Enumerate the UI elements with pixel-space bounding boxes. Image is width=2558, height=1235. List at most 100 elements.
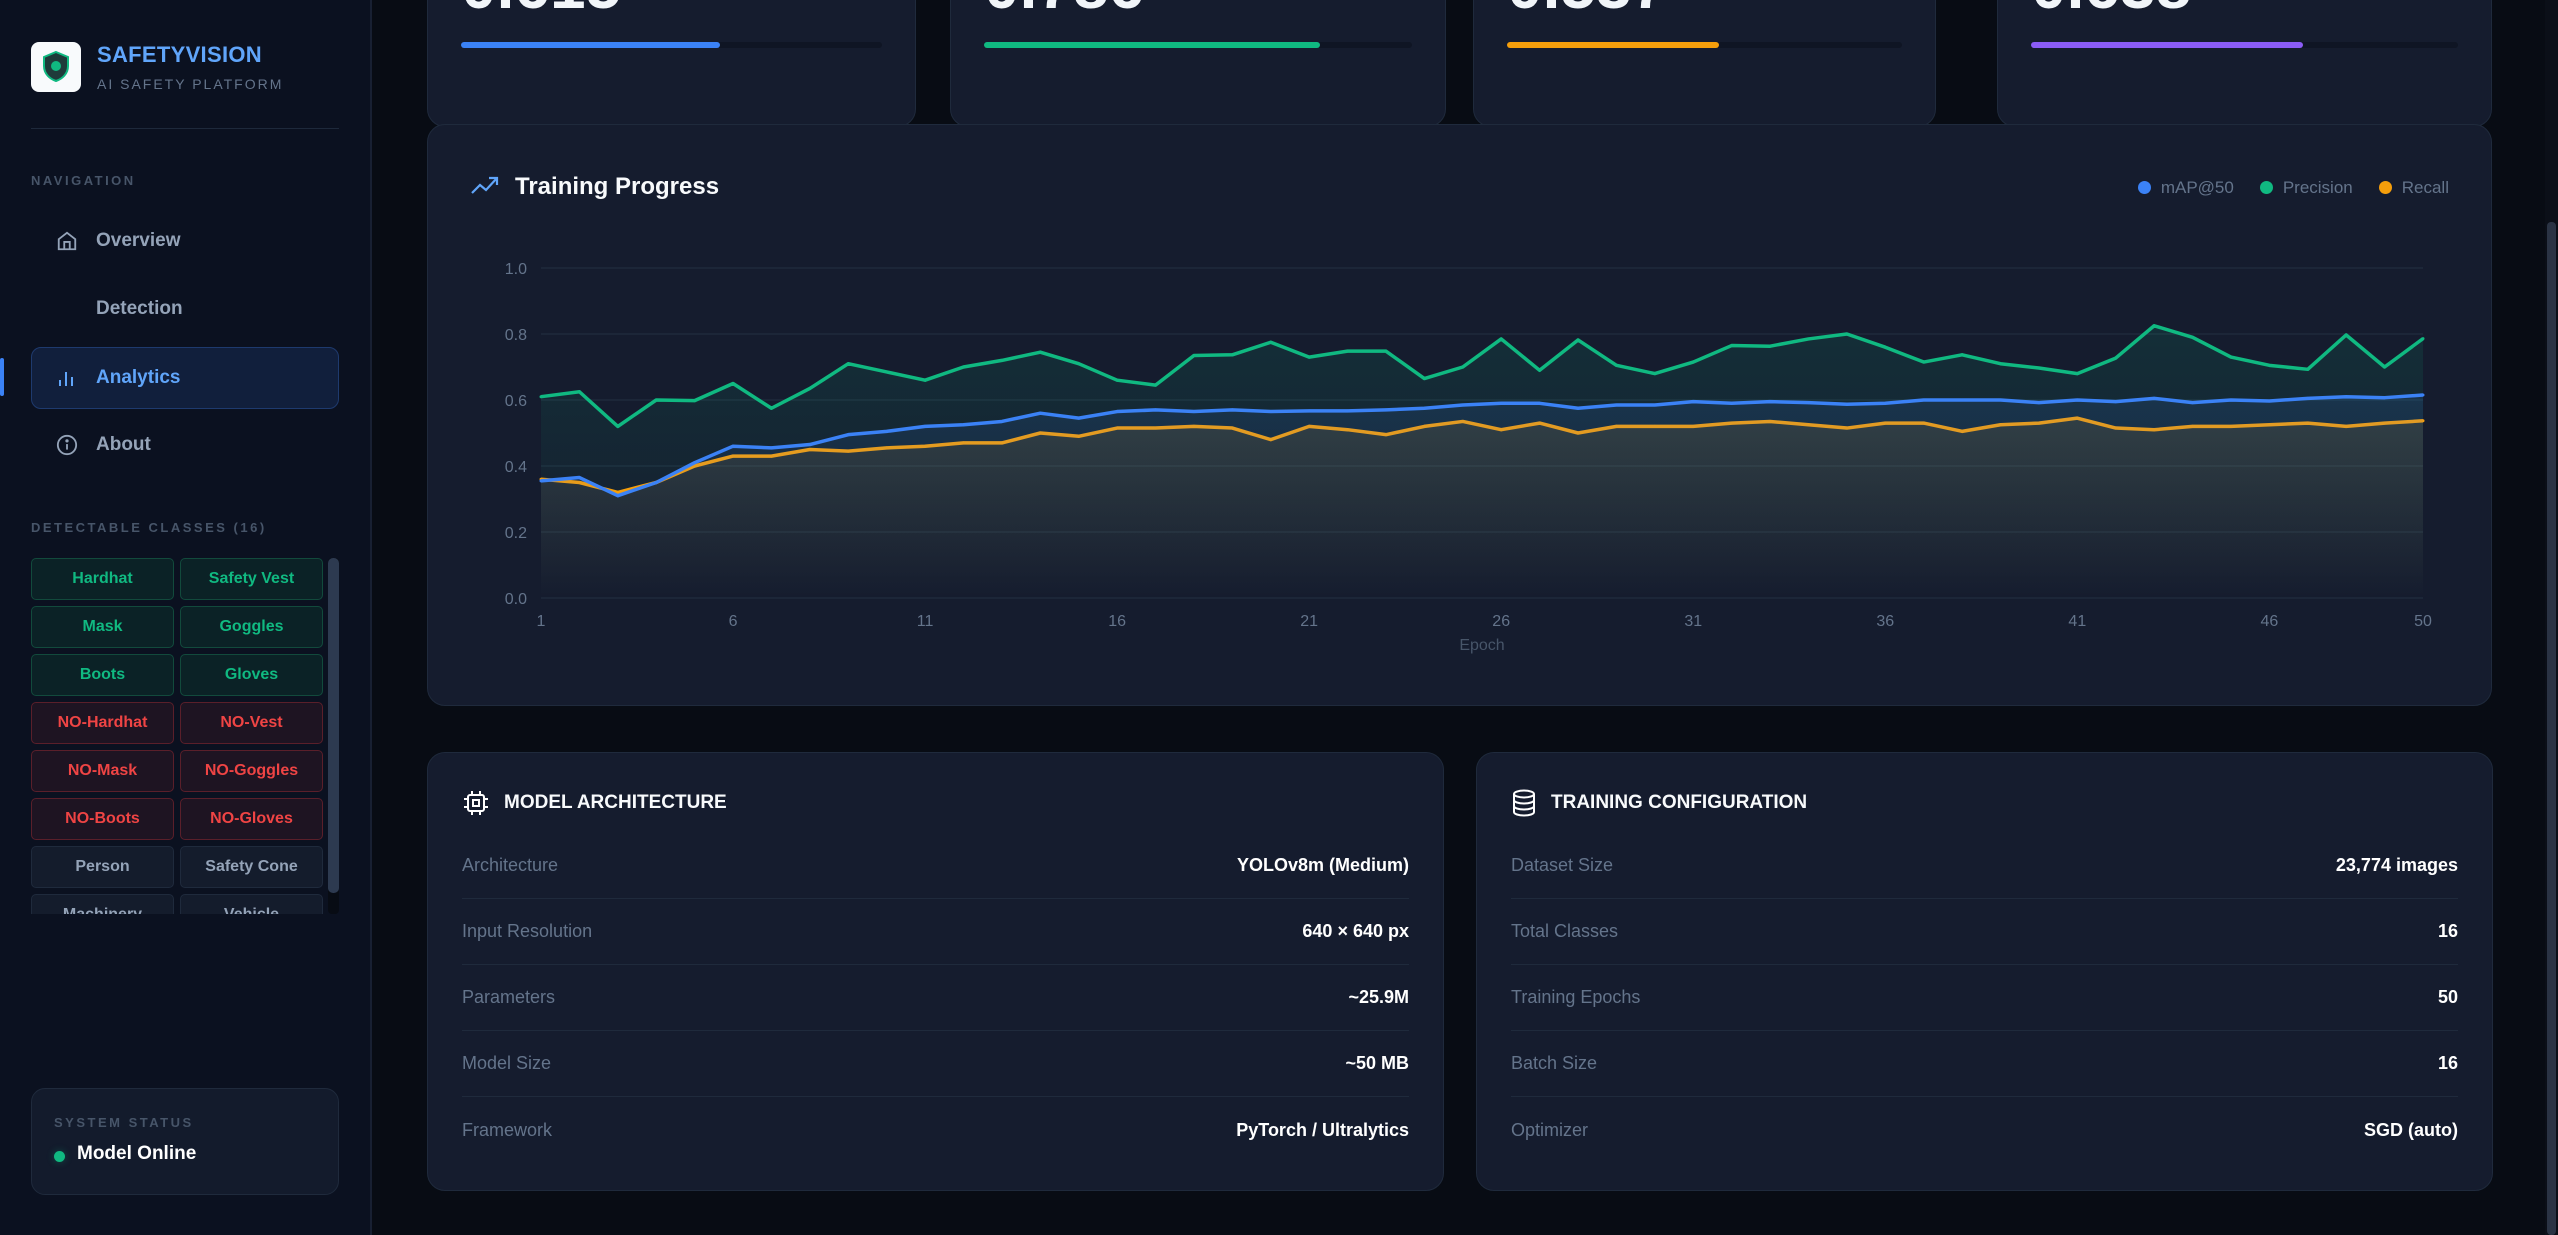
class-chip[interactable]: NO-Goggles: [180, 750, 323, 792]
metric-value: 0.537: [1507, 0, 1667, 23]
row-value: 16: [2437, 921, 2458, 941]
class-chip[interactable]: Goggles: [180, 606, 323, 648]
data-point: [1461, 403, 1465, 407]
data-point: [1614, 363, 1618, 367]
page-scrollbar[interactable]: [2545, 0, 2558, 1235]
metric-progress-bar: [1507, 42, 1902, 48]
info-row: Parameters ~25.9M: [462, 965, 1409, 1031]
data-point: [1346, 409, 1350, 413]
training-chart: 0.00.20.40.60.81.01 6 11 16 21 26 31 36 41 46 50Ep…: [505, 261, 2432, 654]
data-point: [885, 370, 889, 374]
data-point: [616, 494, 620, 498]
y-tick-label: 0.4: [505, 459, 527, 476]
data-point: [1845, 332, 1849, 336]
data-point: [1461, 365, 1465, 369]
row-label: Parameters: [462, 987, 556, 1007]
class-chip[interactable]: NO-Mask: [31, 750, 174, 792]
classes-scrollbar[interactable]: [328, 558, 339, 914]
status-value: Model Online: [77, 1143, 197, 1164]
class-chip[interactable]: Gloves: [180, 654, 323, 696]
info-row: Dataset Size 23,774 images: [1511, 833, 2458, 899]
data-point: [1230, 353, 1234, 357]
info-row: Framework PyTorch / Ultralytics: [462, 1097, 1409, 1163]
nav-item-overview[interactable]: Overview: [31, 210, 339, 272]
data-point: [2152, 324, 2156, 328]
data-point: [616, 424, 620, 428]
y-tick-label: 0.8: [505, 327, 527, 344]
data-point: [1307, 355, 1311, 359]
metric-value: 0.786: [984, 0, 1144, 23]
data-point: [1730, 401, 1734, 405]
row-label: Training Epochs: [1511, 987, 1641, 1007]
nav-section-label: NAVIGATION: [31, 173, 136, 188]
class-chip[interactable]: Vehicle: [180, 894, 323, 914]
x-tick-label: 36: [1876, 613, 1894, 630]
data-point: [539, 479, 543, 483]
data-point: [577, 476, 581, 480]
row-label: Model Size: [462, 1053, 552, 1073]
data-point: [654, 481, 658, 484]
nav-item-about[interactable]: About: [31, 414, 339, 476]
class-chip[interactable]: Safety Vest: [180, 558, 323, 600]
x-tick-label: 26: [1492, 613, 1510, 630]
y-tick-label: 0.0: [505, 591, 527, 608]
class-chip[interactable]: Boots: [31, 654, 174, 696]
data-point: [1691, 360, 1695, 364]
series-line: [540, 324, 2425, 429]
data-point: [2114, 356, 2118, 360]
data-point: [2229, 398, 2233, 402]
data-point: [1422, 406, 1426, 410]
x-tick-label: 31: [1684, 613, 1702, 630]
class-chip[interactable]: Machinery: [31, 894, 174, 914]
class-chip[interactable]: Person: [31, 846, 174, 888]
data-point: [923, 378, 927, 382]
row-value: 16: [2437, 1053, 2458, 1073]
x-tick-label: 16: [1108, 613, 1126, 630]
class-chip[interactable]: NO-Boots: [31, 798, 174, 840]
class-chip[interactable]: NO-Vest: [180, 702, 323, 744]
panel-title: TRAINING CONFIGURATION: [1551, 792, 1808, 813]
data-point: [2306, 367, 2310, 371]
legend-item[interactable]: mAP@50: [2137, 178, 2234, 198]
row-value: 50: [2437, 987, 2458, 1007]
info-row: Total Classes 16: [1511, 899, 2458, 965]
class-chip[interactable]: NO-Hardhat: [31, 702, 174, 744]
data-point: [1999, 362, 2003, 366]
data-point: [1154, 383, 1158, 387]
row-label: Total Classes: [1511, 921, 1619, 941]
data-point: [2075, 372, 2079, 376]
data-point: [846, 362, 850, 366]
class-chip[interactable]: Mask: [31, 606, 174, 648]
nav-label: About: [96, 434, 151, 455]
class-chip[interactable]: Hardhat: [31, 558, 174, 600]
data-point: [2267, 363, 2271, 367]
class-chip[interactable]: NO-Gloves: [180, 798, 323, 840]
x-tick-label: 41: [2068, 613, 2086, 630]
data-point: [1806, 401, 1810, 405]
data-point: [2383, 365, 2387, 369]
data-point: [1154, 408, 1158, 412]
data-point: [577, 390, 581, 394]
row-value: 640 × 640 px: [1302, 921, 1409, 941]
nav-item-detection[interactable]: Detection: [31, 278, 339, 340]
classes-list: Hardhat Safety Vest Mask Goggles Boots Gloves…: [31, 558, 339, 914]
metric-value: 0.615: [461, 0, 621, 23]
nav-item-analytics[interactable]: Analytics: [31, 347, 339, 409]
data-point: [1230, 408, 1234, 412]
data-point: [769, 406, 773, 410]
data-point: [1883, 345, 1887, 349]
nav-label: Detection: [96, 298, 183, 319]
model-architecture-panel: MODEL ARCHITECTURE Architecture YOLOv8m (…: [427, 752, 1444, 1191]
data-point: [1538, 401, 1542, 405]
data-point: [1000, 419, 1004, 423]
class-chip[interactable]: Safety Cone: [180, 846, 323, 888]
legend-item[interactable]: Recall: [2378, 178, 2449, 198]
bar-chart-icon: [54, 365, 80, 391]
info-row: Input Resolution 640 × 640 px: [462, 899, 1409, 965]
info-row: Architecture YOLOv8m (Medium): [462, 833, 1409, 899]
data-point: [654, 398, 658, 402]
legend-item[interactable]: Precision: [2259, 178, 2353, 198]
metric-progress-fill: [984, 42, 1321, 48]
data-point: [1883, 401, 1887, 405]
data-point: [1115, 410, 1119, 414]
